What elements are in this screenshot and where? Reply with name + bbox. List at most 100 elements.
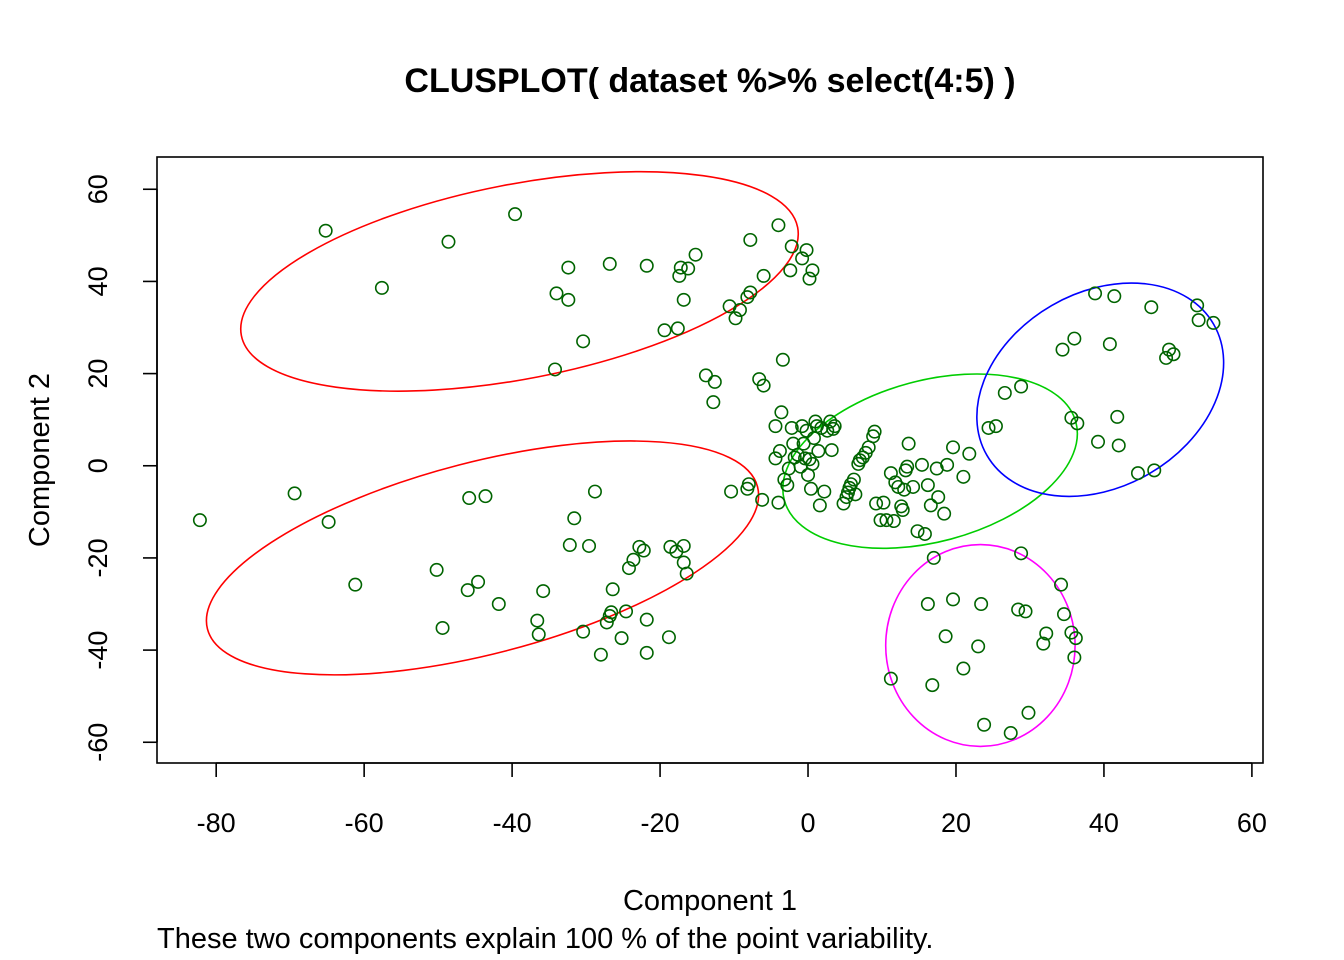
data-point	[817, 484, 832, 499]
data-point	[548, 362, 563, 377]
data-point	[441, 234, 456, 249]
chart-subtitle: These two components explain 100 % of th…	[157, 923, 933, 955]
y-axis-label: Component 2	[24, 373, 56, 547]
data-point	[879, 513, 894, 528]
data-point	[562, 538, 577, 553]
data-point	[1159, 350, 1174, 365]
data-point	[946, 592, 961, 607]
data-point	[706, 395, 721, 410]
data-point	[827, 419, 842, 434]
data-point	[670, 321, 685, 336]
data-point	[1147, 463, 1162, 478]
data-point	[1056, 607, 1071, 622]
data-point	[869, 496, 884, 511]
data-point	[768, 451, 783, 466]
data-point	[536, 584, 551, 599]
x-tick-label: -20	[641, 808, 680, 838]
data-point	[1011, 602, 1026, 617]
data-point	[374, 280, 389, 295]
data-point	[576, 624, 591, 639]
data-point	[914, 457, 929, 472]
data-point	[771, 218, 786, 233]
data-point	[799, 243, 814, 258]
data-point	[1003, 726, 1018, 741]
data-point	[1068, 631, 1083, 646]
data-point	[768, 419, 783, 434]
data-point	[1018, 604, 1033, 619]
data-point	[605, 582, 620, 597]
data-point	[977, 717, 992, 732]
data-point	[897, 482, 912, 497]
x-tick-label: 20	[941, 808, 971, 838]
data-point	[321, 514, 336, 529]
data-point	[876, 495, 891, 510]
data-point	[508, 207, 523, 222]
data-point	[805, 263, 820, 278]
data-point	[673, 260, 688, 275]
data-point	[619, 604, 634, 619]
cluster-ellipse-3	[782, 373, 1079, 550]
x-tick-label: 60	[1237, 808, 1267, 838]
data-point	[1088, 286, 1103, 301]
data-point	[549, 286, 564, 301]
data-point	[707, 374, 722, 389]
data-point	[1014, 379, 1029, 394]
data-point	[937, 506, 952, 521]
data-point	[784, 239, 799, 254]
data-point	[576, 334, 591, 349]
data-point	[1191, 313, 1206, 328]
data-point	[883, 466, 898, 481]
x-tick-label: -40	[493, 808, 532, 838]
data-point	[1130, 466, 1145, 481]
y-tick-label: 20	[83, 359, 113, 389]
data-point	[462, 491, 477, 506]
data-points	[192, 207, 1221, 741]
data-point	[429, 562, 444, 577]
data-point	[755, 492, 770, 507]
x-axis-label: Component 1	[623, 885, 797, 917]
data-point	[824, 443, 839, 458]
data-point	[614, 631, 629, 646]
data-point	[639, 258, 654, 273]
data-point	[946, 440, 961, 455]
x-tick-label: -60	[345, 808, 384, 838]
data-point	[906, 479, 921, 494]
data-point	[435, 620, 450, 635]
data-point	[688, 247, 703, 262]
data-point	[795, 419, 810, 434]
data-point	[657, 323, 672, 338]
x-tick-label: 40	[1089, 808, 1119, 838]
data-point	[920, 597, 935, 612]
data-point	[732, 302, 747, 317]
data-point	[1067, 331, 1082, 346]
data-point	[784, 420, 799, 435]
data-point	[1190, 298, 1205, 313]
data-point	[1091, 434, 1106, 449]
y-tick-label: 40	[83, 266, 113, 296]
cluster-ellipse-2	[205, 440, 760, 676]
data-point	[636, 543, 651, 558]
data-point	[348, 577, 363, 592]
data-point	[938, 629, 953, 644]
data-point	[460, 583, 475, 598]
data-point	[795, 251, 810, 266]
data-point	[471, 574, 486, 589]
data-point	[974, 597, 989, 612]
data-point	[820, 423, 835, 438]
data-point	[679, 566, 694, 581]
x-tick-label: 0	[801, 808, 816, 838]
data-point	[848, 487, 863, 502]
data-point	[805, 456, 820, 471]
plot-frame	[156, 156, 1264, 764]
y-tick-label: -40	[83, 631, 113, 670]
chart-title: CLUSPLOT( dataset %>% select(4:5) )	[404, 62, 1015, 100]
data-point	[772, 444, 787, 459]
data-point	[1055, 342, 1070, 357]
data-point	[812, 498, 827, 513]
data-point	[910, 524, 925, 539]
data-point	[1107, 289, 1122, 304]
cluster-ellipse-1	[239, 170, 800, 392]
data-point	[593, 647, 608, 662]
data-point	[780, 478, 795, 493]
data-point	[743, 232, 758, 247]
